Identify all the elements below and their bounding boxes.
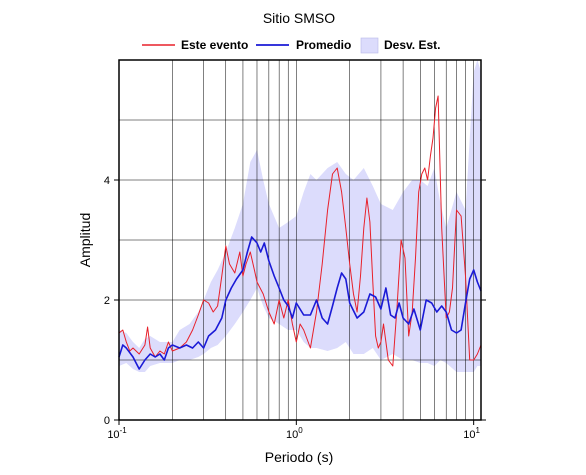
- x-tick-label: 10-1: [107, 426, 127, 441]
- chart-title: Sitio SMSO: [263, 10, 335, 26]
- legend-label-desv-est: Desv. Est.: [384, 38, 440, 52]
- std-dev-band: [119, 60, 481, 372]
- legend: Este evento Promedio Desv. Est.: [142, 37, 440, 54]
- x-tick-label: 101: [463, 426, 480, 441]
- y-axis-title: Amplitud: [77, 213, 93, 267]
- plot-frame: [118, 59, 482, 421]
- legend-label-este-evento: Este evento: [181, 38, 248, 52]
- y-tick-label: 2: [104, 295, 110, 307]
- y-tick-label: 0: [104, 415, 110, 427]
- plot-area: 0 2 4 10-1 100 101: [104, 59, 486, 441]
- x-axis-title: Periodo (s): [265, 449, 333, 465]
- legend-swatch-desv-est: [360, 37, 379, 54]
- series-line-este-evento: [118, 95, 482, 367]
- y-tick-label: 4: [104, 175, 110, 187]
- series-line-promedio: [118, 236, 482, 370]
- legend-label-promedio: Promedio: [296, 38, 351, 52]
- x-tick-label: 100: [286, 426, 303, 441]
